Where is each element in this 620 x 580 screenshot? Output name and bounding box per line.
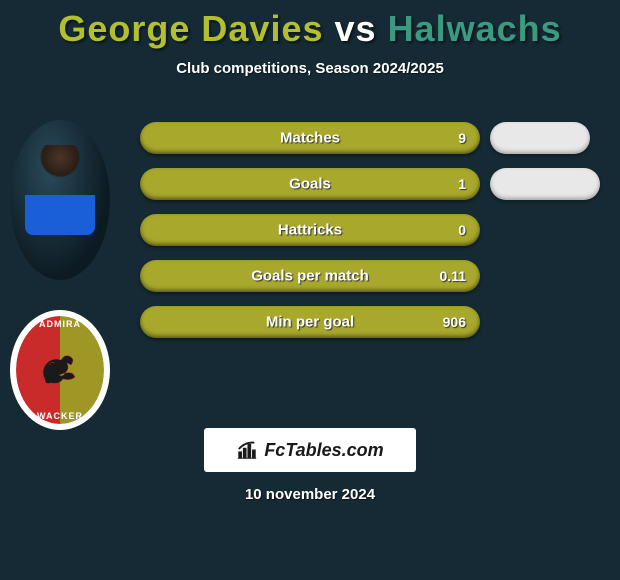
player-b-badge: ADMIRA WACKER xyxy=(10,310,110,430)
badge-dragon-icon xyxy=(35,345,85,395)
badge-text-bottom: WACKER xyxy=(16,411,104,421)
subtitle: Club competitions, Season 2024/2025 xyxy=(0,60,620,77)
stat-bar: Matches 9 xyxy=(140,122,480,154)
vs-label: vs xyxy=(335,8,377,49)
stat-bar-label: Matches xyxy=(280,130,340,147)
stat-bar-label: Min per goal xyxy=(266,314,354,331)
player-b-name: Halwachs xyxy=(388,8,562,49)
player-a-name: George Davies xyxy=(58,8,323,49)
badge-text-top: ADMIRA xyxy=(16,319,104,329)
stat-bar-label: Hattricks xyxy=(278,222,342,239)
stat-bar: Hattricks 0 xyxy=(140,214,480,246)
stat-bar: Goals per match 0.11 xyxy=(140,260,480,292)
pill-column xyxy=(490,122,600,338)
stat-bar: Goals 1 xyxy=(140,168,480,200)
site-logo-text: FcTables.com xyxy=(264,440,383,461)
stat-bar: Min per goal 906 xyxy=(140,306,480,338)
chart-icon xyxy=(236,439,258,461)
date-label: 10 november 2024 xyxy=(0,486,620,503)
stat-bar-label: Goals xyxy=(289,176,331,193)
stat-bar-value: 0.11 xyxy=(440,268,466,284)
stat-bars: Matches 9 Goals 1 Hattricks 0 Goals per match 0… xyxy=(140,122,480,338)
stat-bar-value: 9 xyxy=(458,130,466,146)
stat-bar-value: 0 xyxy=(458,222,466,238)
player-a-avatar xyxy=(10,120,110,280)
stat-bar-value: 1 xyxy=(458,176,466,192)
site-logo: FcTables.com xyxy=(204,428,416,472)
avatar-column: ADMIRA WACKER xyxy=(10,120,120,430)
stat-bar-label: Goals per match xyxy=(251,268,369,285)
comparison-pill xyxy=(490,168,600,200)
comparison-pill xyxy=(490,122,590,154)
page-title: George Davies vs Halwachs xyxy=(0,0,620,50)
stat-bar-value: 906 xyxy=(443,314,466,330)
